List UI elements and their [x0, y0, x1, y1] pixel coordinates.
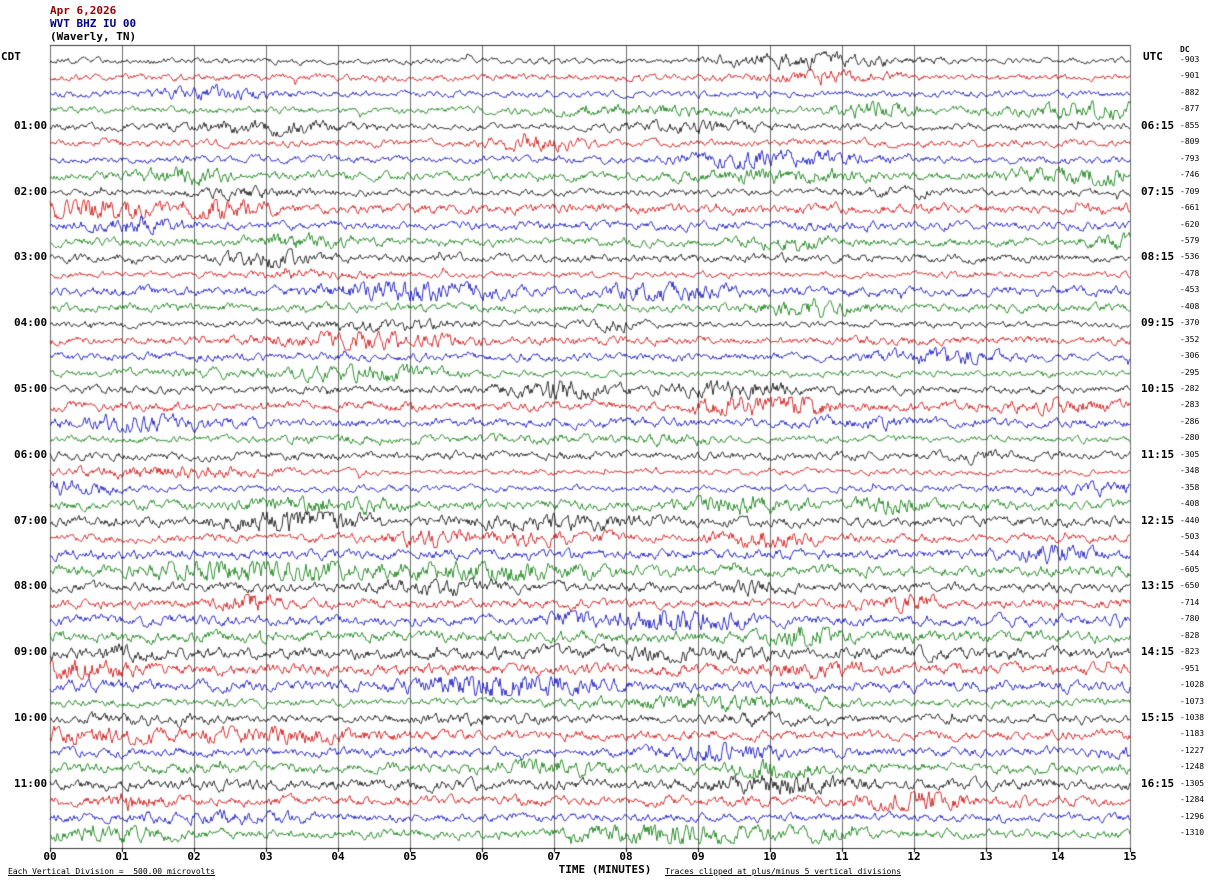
dc-offset-value: -661 — [1180, 203, 1200, 213]
dc-offset-value: -544 — [1180, 548, 1200, 558]
dc-offset-value: -536 — [1180, 252, 1200, 262]
x-tick-label: 04 — [331, 850, 345, 863]
right-hour-label: 15:15 — [1141, 711, 1175, 724]
header-date: Apr 6,2026 — [50, 4, 117, 17]
x-tick-label: 07 — [547, 850, 561, 863]
left-hour-label: 10:00 — [14, 711, 48, 724]
left-hour-label: 11:00 — [14, 776, 48, 790]
dc-offset-value: -478 — [1180, 268, 1200, 278]
x-tick-label: 12 — [907, 850, 921, 863]
left-timezone-label: CDT — [1, 50, 21, 63]
dc-offset-value: -823 — [1180, 647, 1200, 657]
dc-offset-value: -282 — [1180, 384, 1200, 393]
x-tick-label: 01 — [115, 850, 129, 863]
dc-offset-value: -650 — [1180, 581, 1200, 591]
x-tick-label: 14 — [1051, 850, 1065, 863]
right-hour-label: 11:15 — [1141, 447, 1175, 461]
left-hour-label: 02:00 — [14, 184, 48, 198]
right-hour-label: 12:15 — [1141, 513, 1175, 527]
right-hour-label: 08:15 — [1141, 250, 1175, 264]
x-tick-label: 00 — [43, 850, 57, 863]
clip-note: Traces clipped at plus/minus 5 vertical … — [665, 867, 902, 876]
left-hour-label: 04:00 — [14, 316, 48, 330]
left-hour-label: 03:00 — [14, 250, 48, 264]
dc-offset-value: -714 — [1180, 597, 1200, 607]
dc-offset-value: -855 — [1180, 120, 1200, 130]
x-tick-label: 11 — [835, 850, 849, 863]
dc-offset-value: -348 — [1180, 466, 1200, 476]
left-hour-label: 05:00 — [14, 382, 48, 395]
x-tick-label: 13 — [979, 850, 993, 863]
dc-offset-value: -746 — [1180, 170, 1200, 180]
dc-offset-value: -295 — [1180, 367, 1200, 377]
dc-offset-value: -1028 — [1180, 680, 1205, 690]
x-axis-label: TIME (MINUTES) — [558, 863, 652, 876]
header-station: WVT BHZ IU 00 — [50, 17, 137, 30]
dc-offset-value: -286 — [1180, 416, 1200, 426]
right-hour-label: 14:15 — [1141, 645, 1175, 659]
right-hour-label: 09:15 — [1141, 316, 1175, 330]
left-hour-label: 06:00 — [14, 447, 48, 461]
x-tick-label: 05 — [403, 850, 417, 863]
dc-offset-value: -1305 — [1180, 778, 1205, 788]
right-hour-label: 06:15 — [1141, 118, 1175, 132]
dc-offset-value: -305 — [1180, 449, 1200, 459]
dc-offset-value: -440 — [1180, 515, 1200, 525]
dc-offset-value: -503 — [1180, 532, 1200, 542]
dc-offset-value: -408 — [1180, 301, 1200, 311]
dc-offset-value: -877 — [1180, 104, 1200, 114]
dc-column-header: DC — [1180, 45, 1190, 54]
x-tick-label: 09 — [691, 850, 705, 863]
dc-offset-value: -605 — [1180, 564, 1200, 574]
right-hour-label: 10:15 — [1141, 382, 1175, 395]
dc-offset-value: -306 — [1180, 351, 1200, 361]
dc-offset-value: -370 — [1180, 318, 1200, 328]
dc-offset-value: -780 — [1180, 614, 1200, 624]
dc-offset-value: -579 — [1180, 235, 1200, 245]
x-tick-label: 03 — [259, 850, 273, 863]
dc-offset-value: -453 — [1180, 285, 1200, 295]
dc-offset-value: -1183 — [1180, 729, 1205, 739]
dc-offset-value: -882 — [1180, 87, 1200, 97]
x-tick-label: 08 — [619, 850, 633, 863]
dc-offset-value: -793 — [1180, 153, 1200, 163]
left-hour-label: 08:00 — [14, 579, 48, 593]
dc-offset-value: -1073 — [1180, 696, 1205, 706]
dc-offset-value: -1038 — [1180, 713, 1205, 722]
dc-offset-value: -901 — [1180, 71, 1200, 81]
x-tick-label: 15 — [1123, 850, 1137, 863]
dc-offset-value: -408 — [1180, 499, 1200, 509]
left-hour-label: 01:00 — [14, 118, 48, 132]
right-hour-label: 07:15 — [1141, 184, 1175, 198]
right-hour-label: 16:15 — [1141, 776, 1175, 790]
left-hour-label: 07:00 — [14, 513, 48, 527]
right-timezone-label: UTC — [1143, 50, 1163, 63]
dc-offset-value: -809 — [1180, 137, 1200, 147]
dc-offset-value: -280 — [1180, 433, 1200, 443]
dc-offset-value: -1227 — [1180, 745, 1205, 755]
dc-offset-value: -1248 — [1180, 762, 1205, 772]
dc-offset-value: -283 — [1180, 400, 1200, 410]
dc-offset-value: -828 — [1180, 630, 1200, 640]
dc-offset-value: -951 — [1180, 663, 1200, 673]
dc-offset-value: -903 — [1180, 55, 1200, 64]
x-tick-label: 10 — [763, 850, 777, 863]
x-tick-label: 06 — [475, 850, 489, 863]
dc-offset-value: -1296 — [1180, 811, 1205, 821]
left-hour-label: 09:00 — [14, 645, 48, 659]
x-tick-label: 02 — [187, 850, 201, 863]
dc-offset-value: -620 — [1180, 219, 1200, 229]
right-hour-label: 13:15 — [1141, 579, 1175, 593]
scale-note: Each Vertical Division = 500.00 microvol… — [8, 867, 216, 876]
dc-offset-value: -1310 — [1180, 828, 1205, 838]
dc-offset-value: -358 — [1180, 482, 1200, 492]
dc-offset-value: -1284 — [1180, 795, 1205, 805]
header-location: (Waverly, TN) — [50, 30, 137, 43]
dc-offset-value: -352 — [1180, 334, 1200, 344]
dc-offset-value: -709 — [1180, 186, 1200, 196]
